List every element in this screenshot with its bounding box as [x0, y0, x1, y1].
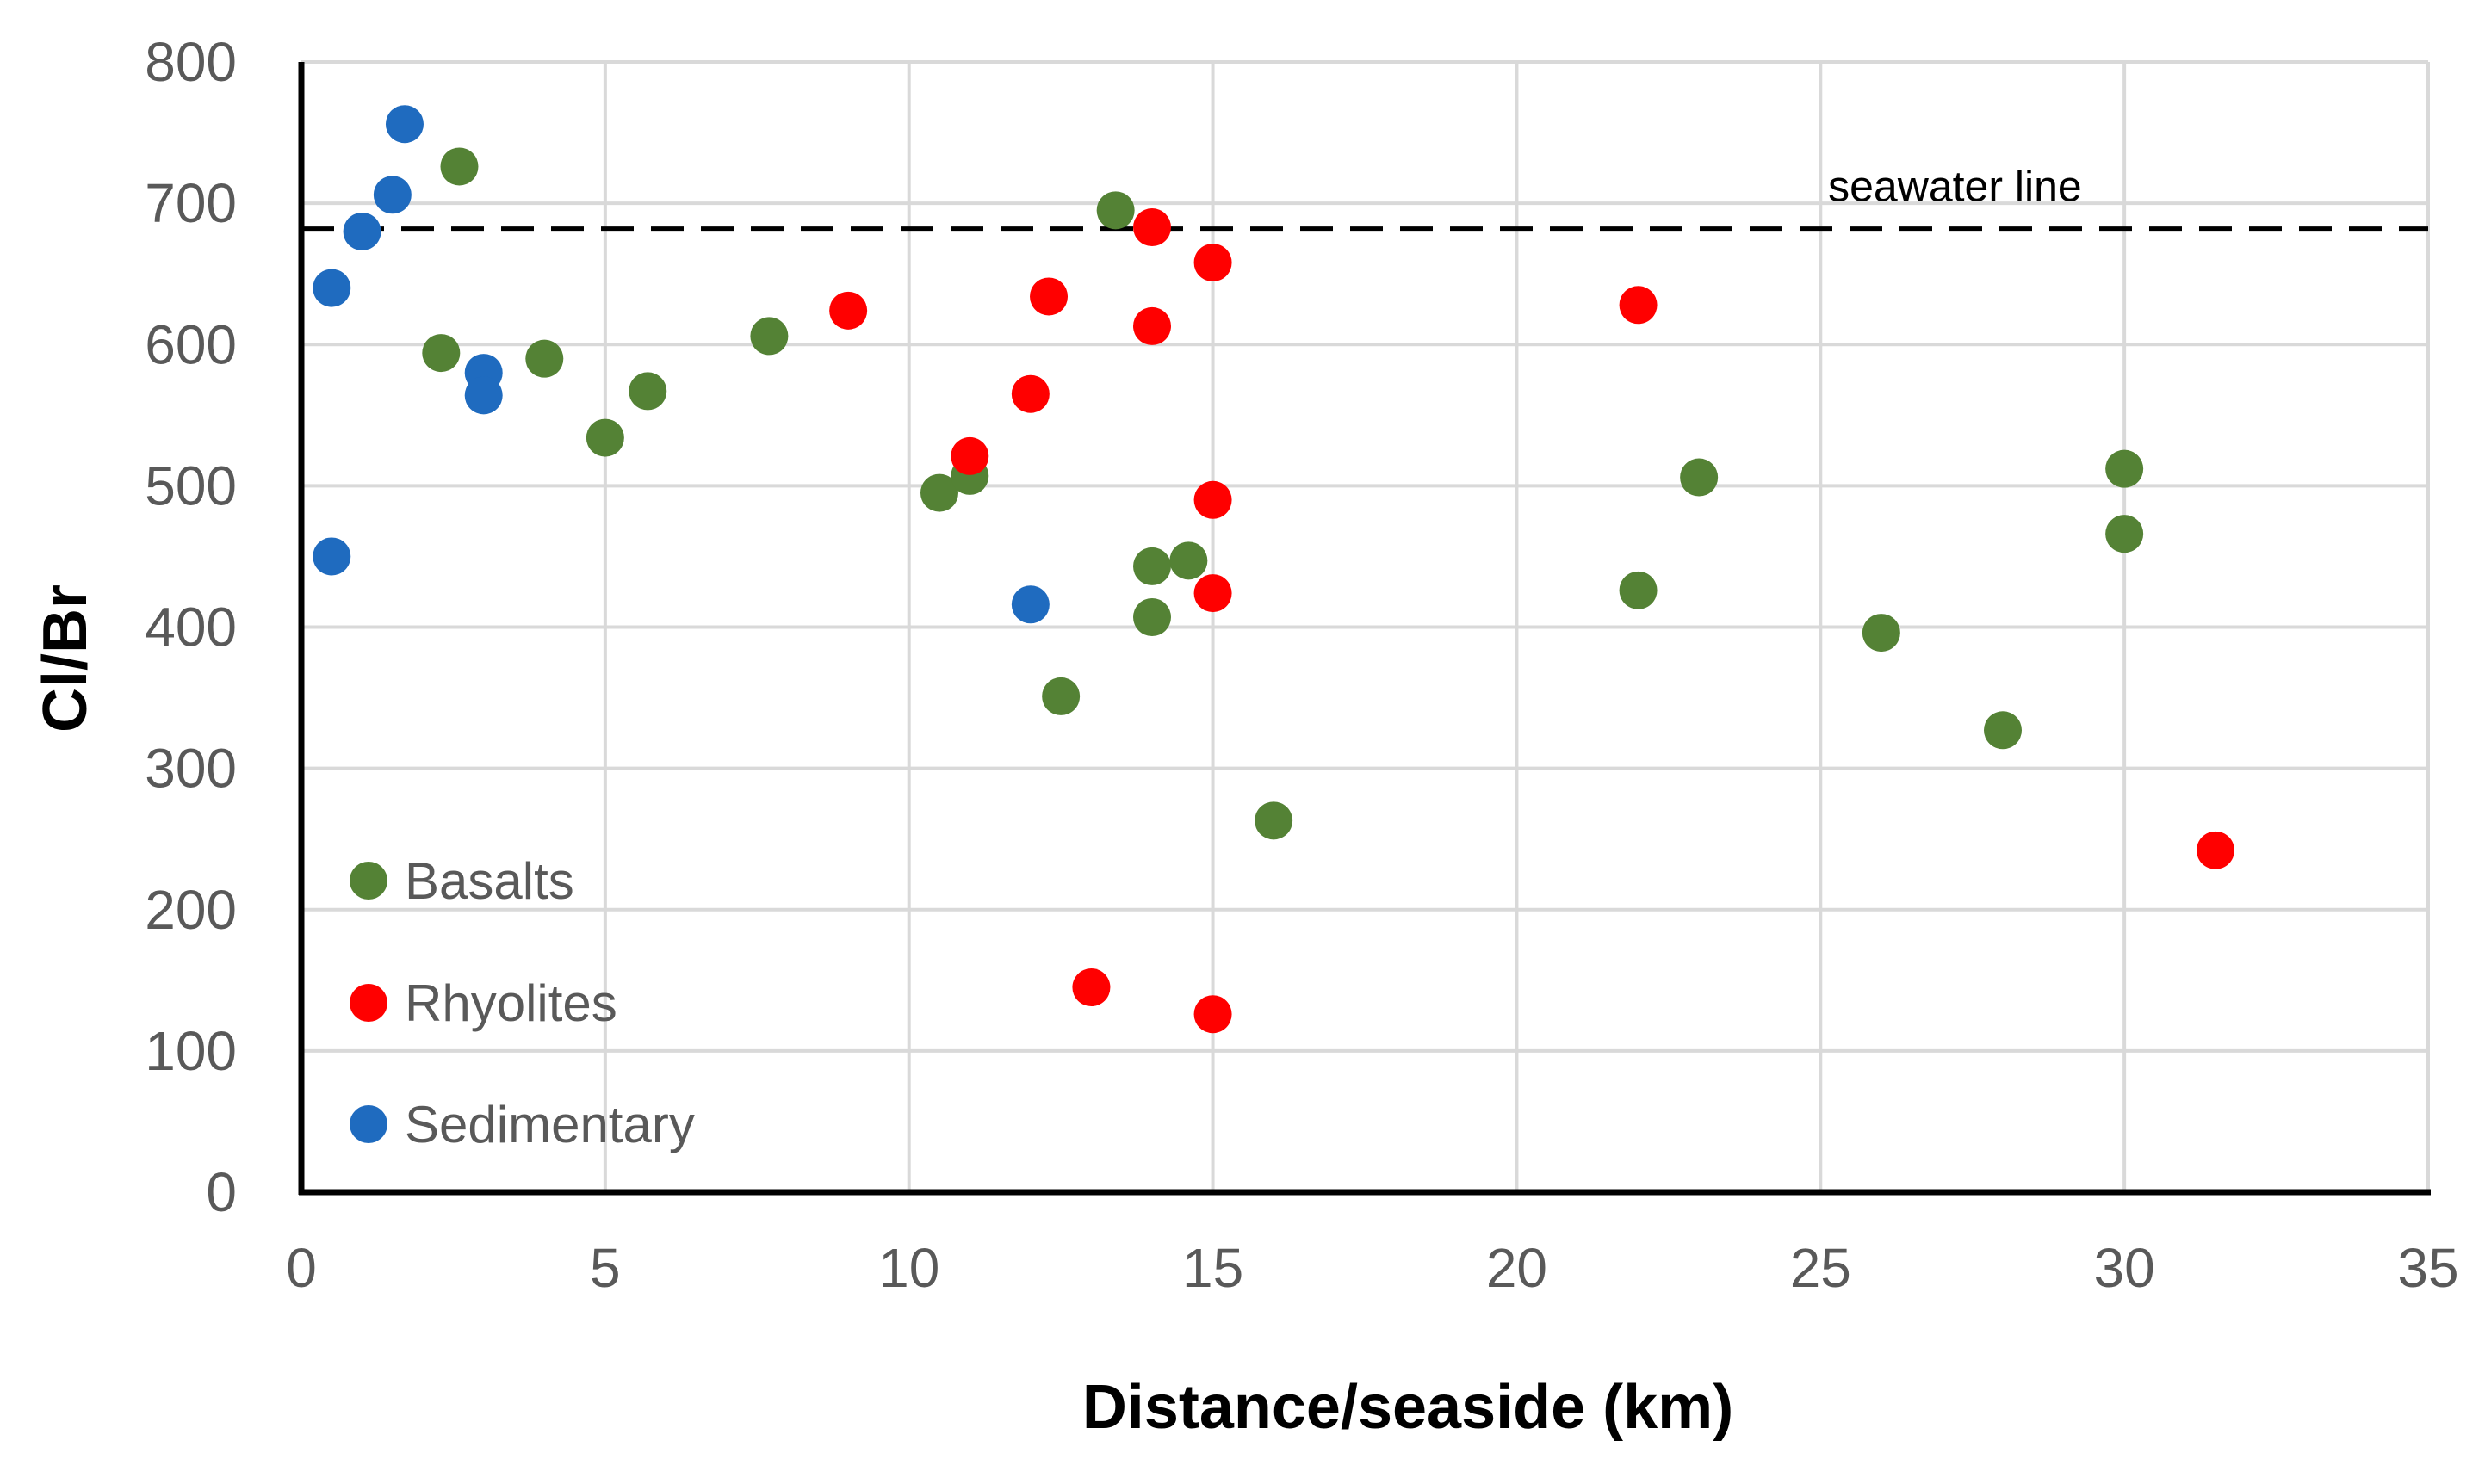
point-rhyolites — [1193, 574, 1232, 613]
point-rhyolites — [1619, 286, 1658, 325]
point-rhyolites — [1193, 995, 1232, 1034]
data-points — [313, 105, 2234, 1034]
point-sedimentary — [313, 269, 351, 307]
point-basalts — [750, 317, 789, 356]
legend-marker-sedimentary — [350, 1105, 387, 1143]
x-axis-title: Distance/seaside (km) — [1082, 1373, 1733, 1442]
point-basalts — [1042, 677, 1081, 715]
x-tick-label: 15 — [1182, 1237, 1243, 1299]
point-sedimentary — [385, 105, 424, 144]
legend-label-basalts: Basalts — [405, 852, 574, 910]
y-tick-label: 100 — [145, 1020, 237, 1082]
y-tick-label: 800 — [145, 31, 237, 93]
seawater-reference: seawater line — [301, 163, 2428, 232]
y-tick-label: 500 — [145, 454, 237, 516]
legend: Basalts Rhyolites Sedimentary — [350, 852, 695, 1153]
point-rhyolites — [1011, 374, 1050, 413]
point-sedimentary — [373, 176, 412, 214]
y-tick-label: 700 — [145, 172, 237, 234]
x-tick-label: 35 — [2397, 1237, 2458, 1299]
point-sedimentary — [1011, 585, 1050, 624]
x-tick-label: 5 — [590, 1237, 621, 1299]
point-basalts — [1133, 547, 1171, 585]
point-rhyolites — [1133, 208, 1171, 247]
point-rhyolites — [1072, 968, 1111, 1007]
point-basalts — [1169, 541, 1208, 580]
point-basalts — [1680, 458, 1719, 497]
point-rhyolites — [2197, 831, 2234, 869]
point-rhyolites — [1133, 306, 1171, 345]
axes: 0 5 10 15 20 25 30 35 0 100 200 300 400 500 600 700 800 — [145, 31, 2458, 1299]
seawater-line-label: seawater line — [1828, 163, 2082, 211]
point-sedimentary — [464, 376, 503, 415]
point-basalts — [586, 418, 624, 457]
point-basalts — [525, 339, 564, 378]
point-basalts — [1862, 614, 1900, 652]
point-basalts — [920, 473, 958, 512]
point-rhyolites — [1193, 480, 1232, 519]
point-rhyolites — [1030, 277, 1069, 316]
y-tick-label: 200 — [145, 879, 237, 941]
y-tick-label: 300 — [145, 738, 237, 800]
y-tick-label: 400 — [145, 597, 237, 659]
y-tick-label: 600 — [145, 313, 237, 375]
legend-label-sedimentary: Sedimentary — [405, 1096, 695, 1153]
point-rhyolites — [951, 436, 989, 475]
x-tick-label: 0 — [286, 1237, 317, 1299]
x-tick-label: 20 — [1486, 1237, 1547, 1299]
y-axis-title: Cl/Br — [31, 584, 100, 733]
grid — [301, 60, 2430, 1192]
point-sedimentary — [343, 212, 381, 250]
point-basalts — [422, 334, 461, 373]
point-basalts — [1096, 191, 1135, 230]
x-tick-label: 25 — [1790, 1237, 1851, 1299]
point-basalts — [2105, 449, 2144, 488]
legend-marker-rhyolites — [350, 984, 387, 1022]
point-basalts — [1619, 571, 1658, 609]
x-tick-label: 30 — [2094, 1237, 2155, 1299]
point-basalts — [2105, 515, 2144, 553]
point-basalts — [440, 147, 479, 186]
point-rhyolites — [829, 291, 868, 330]
point-sedimentary — [313, 537, 351, 576]
point-basalts — [1133, 598, 1171, 637]
y-tick-label: 0 — [206, 1161, 237, 1223]
point-rhyolites — [1193, 244, 1232, 282]
point-basalts — [1255, 801, 1293, 840]
point-basalts — [1984, 711, 2022, 750]
point-basalts — [629, 372, 667, 411]
legend-label-rhyolites: Rhyolites — [405, 974, 617, 1032]
legend-marker-basalts — [350, 862, 387, 900]
x-tick-label: 10 — [878, 1237, 939, 1299]
